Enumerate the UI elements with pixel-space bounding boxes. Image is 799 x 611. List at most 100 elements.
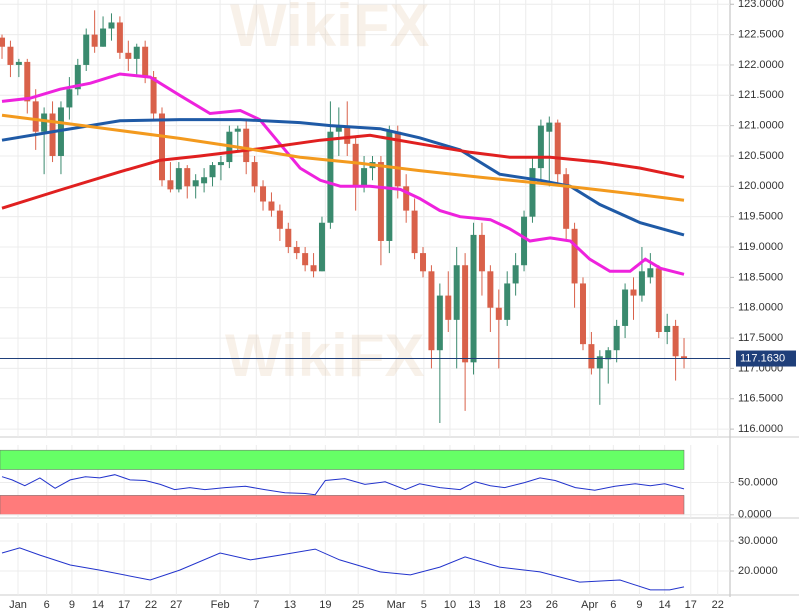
candle-body — [403, 186, 410, 211]
candle-body — [116, 22, 123, 53]
series-line — [1, 72, 685, 276]
y-tick-label: 121.5000 — [738, 89, 784, 101]
candle-body — [554, 122, 561, 175]
candle-body — [83, 34, 90, 65]
candle-body — [158, 113, 165, 181]
x-tick-label: 27 — [170, 599, 182, 611]
candle-body — [672, 325, 679, 357]
candle-body — [638, 271, 645, 296]
candle-body — [428, 271, 435, 351]
candle-body — [377, 162, 384, 241]
x-tick-label: 5 — [421, 599, 427, 611]
candle-body — [571, 228, 578, 284]
candle-body — [7, 46, 14, 65]
x-tick-label: 6 — [610, 599, 616, 611]
candle-body — [335, 125, 342, 132]
candle-body — [167, 180, 174, 190]
candle-body — [664, 325, 671, 332]
y-tick-label: 118.0000 — [738, 302, 783, 314]
candle-body — [49, 113, 56, 156]
series-line — [1, 547, 685, 591]
y-tick-label: 50.0000 — [738, 476, 778, 488]
x-tick-label: 9 — [69, 599, 75, 611]
y-tick-label: 120.0000 — [738, 180, 784, 192]
series-line — [1, 118, 685, 237]
x-tick-label: 13 — [468, 599, 480, 611]
y-tick-label: 120.5000 — [738, 150, 784, 162]
y-tick-label: 116.5000 — [738, 393, 783, 405]
x-tick-label: 7 — [253, 599, 259, 611]
candle-body — [630, 289, 637, 296]
x-tick-label: Jan — [9, 599, 27, 611]
y-tick-label: 119.5000 — [738, 211, 783, 223]
candle-body — [361, 168, 368, 187]
candle-body — [436, 295, 443, 351]
x-tick-label: 10 — [444, 599, 456, 611]
candle-body — [32, 101, 39, 132]
y-tick-label: 121.0000 — [738, 120, 784, 132]
band — [0, 449, 685, 470]
candle-body — [605, 350, 612, 360]
y-tick-label: 123.0000 — [738, 0, 784, 10]
candle-body — [293, 247, 300, 254]
candle-body — [142, 46, 149, 78]
series-line — [1, 113, 685, 202]
candle-body — [125, 52, 132, 59]
y-tick-label: 116.0000 — [738, 423, 783, 435]
candle-body — [681, 356, 688, 359]
candle-body — [150, 77, 157, 114]
band — [0, 495, 685, 516]
candle-body — [470, 234, 477, 363]
watermark: WikiFX — [225, 322, 424, 389]
candle-body — [15, 61, 22, 65]
candle-body — [217, 162, 224, 166]
watermark: WikiFX — [230, 0, 429, 59]
last-price-box — [736, 350, 796, 367]
candle-body — [546, 122, 553, 132]
candle-body — [537, 125, 544, 169]
candle-body — [310, 265, 317, 272]
candle-body — [394, 131, 401, 187]
candle-body — [268, 201, 275, 211]
candle-body — [175, 168, 182, 190]
candle-body — [453, 265, 460, 320]
candle-body — [243, 128, 250, 163]
candle-body — [386, 131, 393, 241]
candle-body — [133, 46, 140, 59]
x-tick-label: 19 — [319, 599, 331, 611]
x-tick-label: 23 — [520, 599, 532, 611]
candle-body — [276, 210, 283, 229]
candle-body — [91, 34, 98, 47]
candle-body — [563, 174, 570, 229]
x-tick-label: 25 — [352, 599, 364, 611]
x-tick-label: 17 — [118, 599, 130, 611]
x-tick-label: Mar — [387, 599, 406, 611]
candle-body — [445, 295, 452, 320]
y-tick-label: 0.0000 — [738, 509, 772, 521]
candle-body — [302, 253, 309, 266]
candle-body — [184, 168, 191, 187]
x-tick-label: 26 — [546, 599, 558, 611]
candle-body — [655, 268, 662, 332]
candle-body — [41, 113, 48, 132]
x-tick-label: 6 — [44, 599, 50, 611]
candle-body — [529, 168, 536, 217]
candle-body — [622, 289, 629, 326]
x-tick-label: 14 — [92, 599, 104, 611]
candle-body — [74, 64, 81, 90]
candle-body — [201, 177, 208, 184]
candle-body — [512, 265, 519, 284]
x-tick-label: 9 — [636, 599, 642, 611]
candle-body — [588, 344, 595, 369]
y-tick-label: 118.5000 — [738, 271, 783, 283]
candle-body — [596, 356, 603, 369]
candle-body — [0, 37, 6, 47]
candle-body — [108, 22, 115, 29]
x-tick-label: 18 — [494, 599, 506, 611]
candle-body — [420, 253, 427, 272]
candle-body — [66, 89, 73, 108]
candle-body — [100, 28, 107, 47]
candle-body — [285, 228, 292, 248]
candle-body — [613, 325, 620, 351]
